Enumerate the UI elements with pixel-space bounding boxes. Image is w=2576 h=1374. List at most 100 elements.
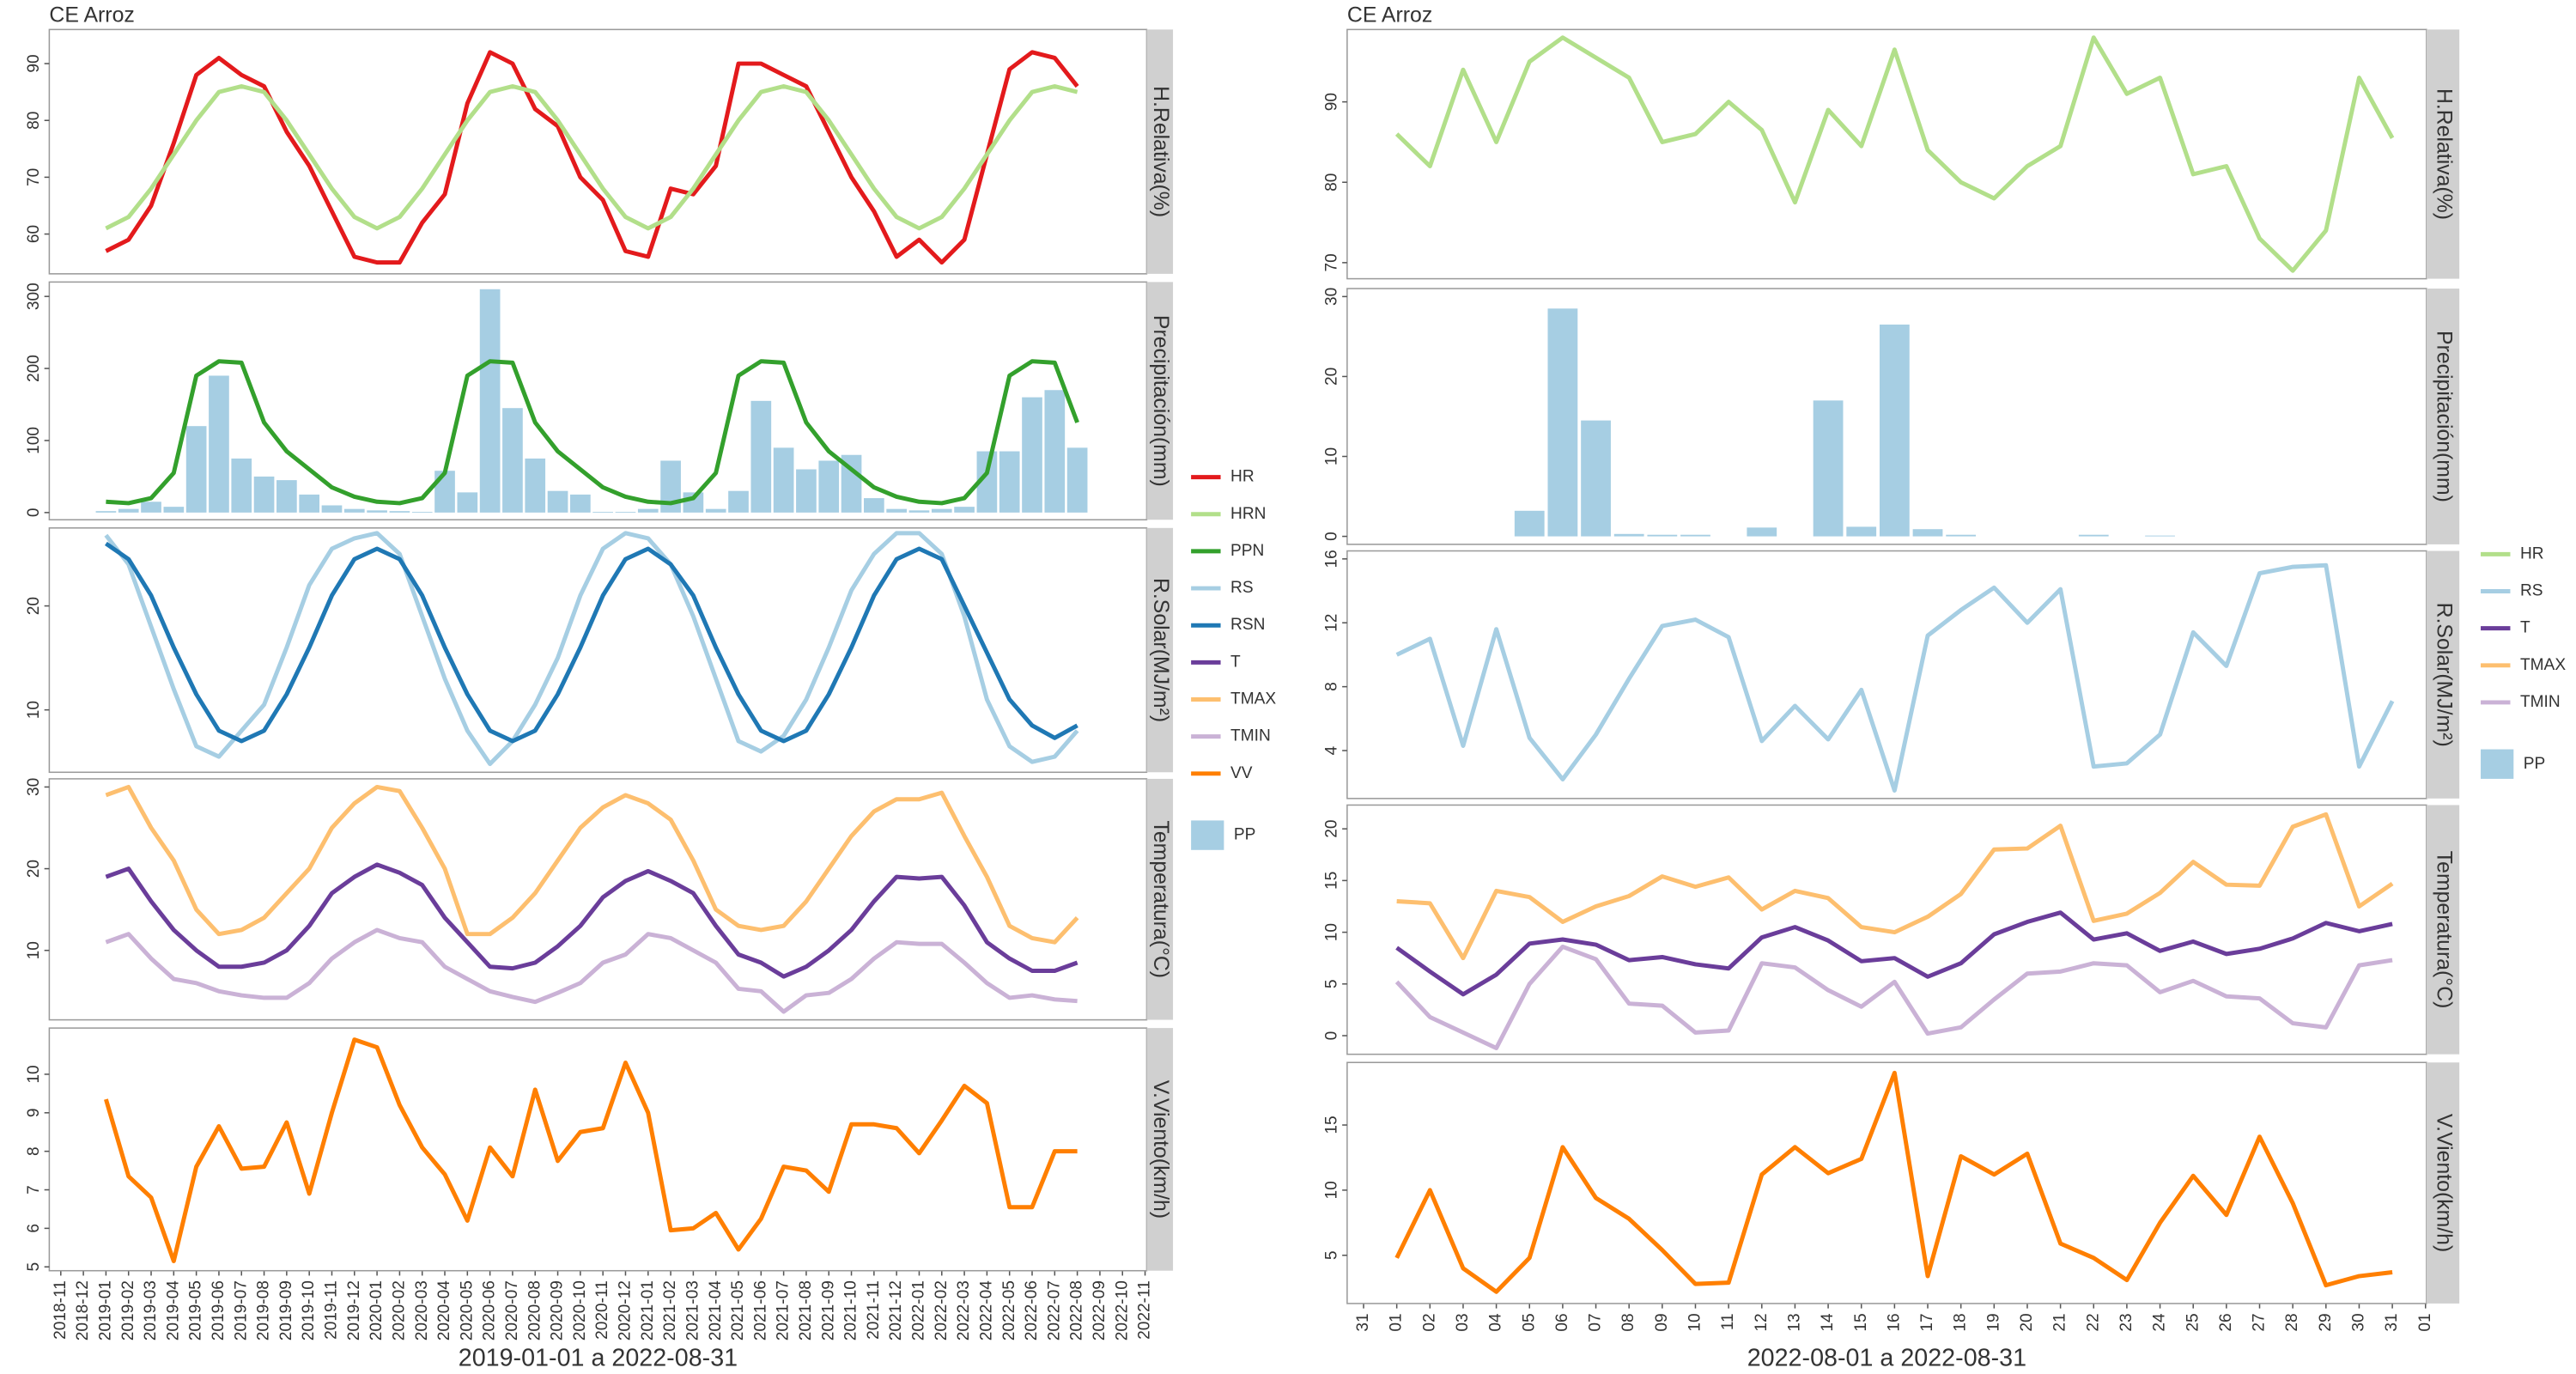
bar (1547, 308, 1578, 537)
x-tick-label: 2021-07 (775, 1280, 793, 1341)
x-tick-label: 27 (2251, 1313, 2269, 1331)
x-tick-label: 07 (1587, 1313, 1605, 1331)
legend-label: HRN (1230, 505, 1266, 523)
strip (1146, 29, 1174, 274)
bar (457, 492, 478, 513)
x-tick-label: 2022-04 (977, 1280, 995, 1341)
y-tick-label: 70 (25, 168, 43, 186)
panel (48, 527, 1148, 774)
legend-label: PP (1234, 826, 1256, 844)
y-tick-label: 20 (1323, 820, 1341, 838)
bar (118, 508, 139, 513)
bar (1066, 447, 1088, 513)
x-tick-label: 13 (1785, 1313, 1803, 1331)
legend-label: PPN (1230, 542, 1264, 560)
y-tick-label: 10 (25, 941, 43, 959)
strip-label: Precipitación(mm) (1149, 315, 1172, 487)
line (104, 1037, 1078, 1263)
bar (1846, 526, 1877, 537)
bar (95, 511, 117, 513)
bar (1022, 397, 1042, 513)
y-tick-label: 90 (25, 54, 43, 72)
x-tick-label: 21 (2051, 1313, 2069, 1331)
x-tick-label: 2019-12 (345, 1280, 363, 1341)
x-axis-title: 2019-01-01 a 2022-08-31 (459, 1344, 738, 1371)
strip-label: H.Relativa(%) (1149, 86, 1172, 217)
strip-label: R.Solar(MJ/m²) (1149, 578, 1172, 722)
x-tick-label: 31 (1354, 1313, 1372, 1331)
bar (253, 476, 275, 513)
panel (48, 1027, 1148, 1272)
bar (796, 469, 817, 513)
x-tick-label: 2022-06 (1023, 1280, 1041, 1341)
y-tick-label: 20 (25, 597, 43, 615)
bar (660, 460, 681, 513)
strip-label: R.Solar(MJ/m²) (2432, 603, 2455, 747)
strip (2426, 805, 2460, 1055)
x-tick-label: 28 (2283, 1313, 2301, 1331)
bar (209, 375, 229, 513)
bar (773, 447, 794, 513)
x-tick-label: 2022-08 (1068, 1280, 1086, 1341)
legend-label: TMAX (1230, 690, 1276, 708)
line (105, 84, 1078, 231)
legend-label: VV (1230, 764, 1253, 782)
x-tick-label: 31 (2383, 1313, 2401, 1331)
bar (299, 494, 320, 513)
y-tick-label: 4 (1323, 745, 1341, 755)
bar (818, 460, 840, 513)
x-tick-label: 20 (2018, 1313, 2036, 1331)
legend-label: T (2520, 619, 2530, 637)
x-tick-label: 15 (1852, 1313, 1870, 1331)
strip-label: Temperatura(°C) (1149, 820, 1172, 978)
y-tick-label: 10 (25, 1065, 43, 1083)
x-tick-label: 02 (1420, 1313, 1438, 1331)
x-tick-label: 2022-03 (955, 1280, 973, 1341)
x-tick-label: 2021-08 (797, 1280, 815, 1341)
line (105, 927, 1078, 1014)
x-tick-label: 2020-01 (368, 1280, 386, 1341)
y-tick-label: 0 (1323, 1031, 1341, 1041)
bar (841, 454, 862, 513)
bar (1946, 534, 1977, 537)
bar (389, 511, 410, 513)
x-tick-label: 2022-07 (1045, 1280, 1063, 1341)
y-tick-label: 0 (25, 508, 43, 518)
legend-label: RS (2520, 582, 2543, 600)
y-tick-label: 70 (1323, 253, 1341, 271)
legend-label: RS (1230, 579, 1254, 597)
x-tick-label: 2019-01 (96, 1280, 114, 1341)
x-tick-label: 2022-10 (1113, 1280, 1131, 1341)
bar (976, 451, 998, 513)
x-tick-label: 01 (1388, 1313, 1406, 1331)
line (1395, 910, 2393, 997)
legend-label: HR (2520, 544, 2544, 562)
y-tick-label: 7 (25, 1185, 43, 1195)
x-tick-label: 2019-07 (232, 1280, 250, 1341)
y-tick-label: 300 (25, 283, 43, 310)
x-tick-label: 2022-05 (1000, 1280, 1018, 1341)
x-tick-label: 06 (1553, 1313, 1571, 1331)
x-tick-label: 2021-09 (819, 1280, 837, 1341)
x-tick-label: 2021-03 (683, 1280, 702, 1341)
line (105, 784, 1079, 945)
x-tick-label: 17 (1918, 1313, 1936, 1331)
x-tick-label: 18 (1952, 1313, 1970, 1331)
legend-key (1191, 820, 1224, 850)
y-tick-label: 16 (1323, 550, 1341, 568)
line (1394, 944, 2393, 1050)
x-tick-label: 2021-06 (751, 1280, 769, 1341)
x-tick-label: 2022-01 (910, 1280, 928, 1341)
legend-label: TMAX (2520, 656, 2566, 674)
x-tick-label: 22 (2084, 1313, 2102, 1331)
y-tick-label: 8 (1323, 682, 1341, 691)
x-tick-label: 11 (1719, 1313, 1737, 1330)
bar (185, 426, 207, 513)
y-tick-label: 9 (25, 1108, 43, 1117)
bar (367, 510, 387, 513)
x-tick-label: 2019-10 (300, 1280, 318, 1341)
strip (2426, 1062, 2460, 1304)
x-tick-label: 10 (1686, 1313, 1704, 1331)
line (104, 531, 1079, 767)
